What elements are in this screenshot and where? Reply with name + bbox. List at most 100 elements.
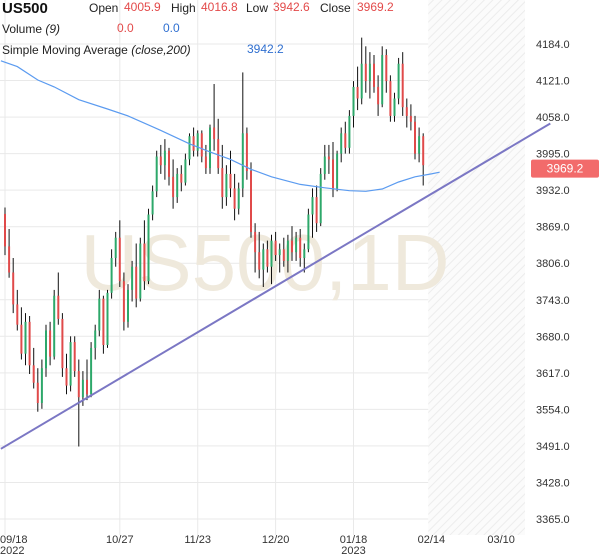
candle xyxy=(209,124,211,174)
candle xyxy=(286,234,289,273)
candle xyxy=(250,162,252,238)
candle xyxy=(414,115,416,160)
candle xyxy=(131,260,134,302)
candle xyxy=(180,165,183,192)
candle xyxy=(45,324,47,377)
candle-body-up xyxy=(311,197,314,215)
candle xyxy=(139,237,142,302)
candle-body-down xyxy=(135,266,138,299)
candle xyxy=(36,368,39,412)
candle xyxy=(118,220,121,288)
candle xyxy=(319,168,322,227)
candle-body-down xyxy=(20,324,23,354)
candle-body-up xyxy=(225,173,228,198)
candle-body-down xyxy=(57,295,60,319)
trendline[interactable] xyxy=(0,122,551,450)
candle xyxy=(397,57,400,105)
candle xyxy=(409,104,412,131)
candle-body-up xyxy=(45,330,47,369)
candle xyxy=(340,127,343,163)
candle xyxy=(86,359,88,401)
y-tick-label: 3743.0 xyxy=(536,295,570,307)
candle xyxy=(418,127,421,163)
candle xyxy=(315,185,318,232)
candle xyxy=(364,46,367,93)
candle-body-up xyxy=(418,136,421,154)
candle xyxy=(291,226,293,261)
candle xyxy=(299,229,302,267)
candle xyxy=(217,118,220,174)
candle-body-down xyxy=(32,365,35,383)
candle-body-up xyxy=(184,159,187,183)
candle xyxy=(114,231,117,267)
candle-body-down xyxy=(12,272,15,305)
candle-body-down xyxy=(299,237,302,259)
candle xyxy=(389,75,392,122)
candle-body-down xyxy=(49,330,52,357)
candle xyxy=(151,185,154,221)
candle xyxy=(32,347,35,389)
candle xyxy=(405,98,408,128)
candle-body-down xyxy=(73,342,76,372)
candle-body-down xyxy=(61,318,64,369)
candle xyxy=(49,321,52,366)
candle xyxy=(282,237,285,267)
candle xyxy=(188,133,191,166)
candle-body-down xyxy=(204,156,207,169)
x-tick-label: 03/10 xyxy=(487,534,515,546)
candle-body-up xyxy=(348,115,351,148)
candle-body-down xyxy=(28,321,31,366)
candle xyxy=(327,144,330,174)
candle xyxy=(401,52,404,116)
candle xyxy=(16,289,19,331)
candle-body-up xyxy=(196,133,199,151)
x-tick-year: 2023 xyxy=(341,545,365,557)
candle-body-down xyxy=(377,86,380,105)
candle-body-down xyxy=(414,121,416,154)
candle-body-up xyxy=(241,133,244,189)
candle-body-down xyxy=(401,63,404,108)
candle xyxy=(233,173,236,221)
candle-body-up xyxy=(319,173,322,224)
candle xyxy=(65,353,68,395)
candle-body-down xyxy=(233,188,236,209)
candle xyxy=(12,258,15,314)
y-axis[interactable]: 4184.0 4121.0 4058.0 3995.0 3932.0 3869.0 3806… xyxy=(536,39,570,526)
candle xyxy=(229,150,232,198)
candle-body-up xyxy=(163,150,166,166)
candle xyxy=(69,336,72,392)
candle-body-up xyxy=(270,240,273,267)
candle xyxy=(303,243,306,273)
candle-body-down xyxy=(8,246,11,273)
x-tick-label: 02/14 xyxy=(418,534,446,546)
candle-body-up xyxy=(360,63,363,99)
candle xyxy=(352,81,355,128)
x-tick-label: 11/23 xyxy=(184,534,211,546)
candle xyxy=(368,52,371,99)
candle xyxy=(28,316,31,375)
x-tick-label: 12/20 xyxy=(262,534,290,546)
candle xyxy=(102,295,105,354)
candle xyxy=(381,46,384,108)
candle-body-down xyxy=(192,136,195,151)
candle-body-down xyxy=(385,55,388,82)
candle-body-up xyxy=(110,258,113,293)
candle xyxy=(143,220,146,290)
candle xyxy=(262,243,265,288)
candle xyxy=(344,121,347,154)
candle xyxy=(393,92,396,122)
candle-body-up xyxy=(336,153,339,189)
candle-body-down xyxy=(221,168,224,198)
candle-body-up xyxy=(40,368,43,404)
candle-body-up xyxy=(397,63,400,99)
candle xyxy=(307,208,310,253)
candle-body-up xyxy=(286,240,289,261)
candle xyxy=(373,55,375,93)
y-tick-label: 3806.0 xyxy=(536,258,570,270)
candle xyxy=(135,243,138,308)
candle-body-down xyxy=(122,281,125,322)
candle xyxy=(311,188,314,238)
candle-body-up xyxy=(53,295,56,357)
